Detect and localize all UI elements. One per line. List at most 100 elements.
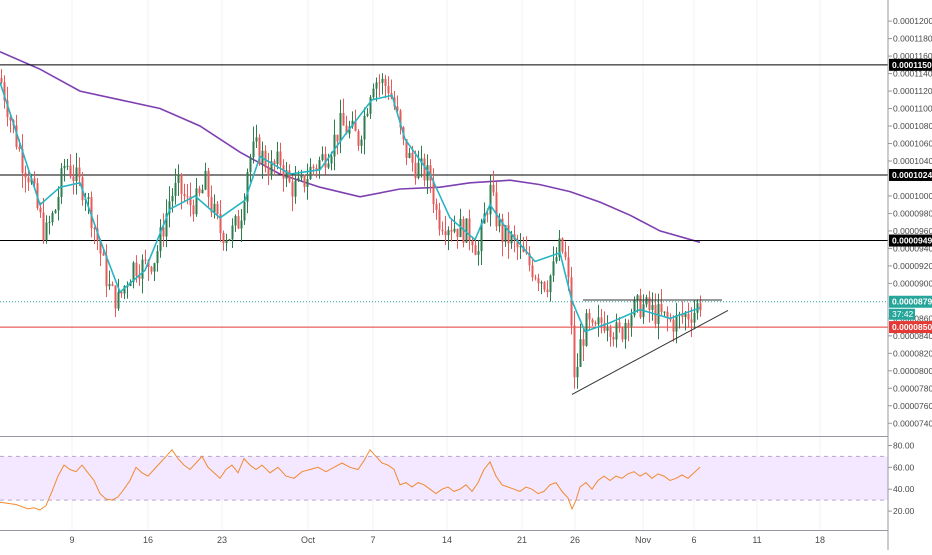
candle-body[interactable] [216,203,219,215]
candle-body[interactable] [249,157,252,173]
candle-body[interactable] [177,174,180,183]
candle-body[interactable] [159,227,162,252]
candle-body[interactable] [372,88,375,98]
candle-body[interactable] [480,223,483,252]
candle-body[interactable] [201,189,204,194]
candle-body[interactable] [681,313,684,318]
candle-body[interactable] [615,322,618,340]
candle-body[interactable] [102,253,105,256]
candle-body[interactable] [564,251,567,258]
candle-body[interactable] [312,166,315,169]
candle-body[interactable] [534,277,537,279]
candle-body[interactable] [255,137,258,142]
candle-body[interactable] [123,286,126,294]
candle-body[interactable] [489,184,492,215]
candle-body[interactable] [594,322,597,325]
candle-body[interactable] [171,195,174,202]
candle-body[interactable] [141,259,144,279]
candle-body[interactable] [27,177,30,183]
candle-body[interactable] [192,205,195,215]
candle-body[interactable] [657,303,660,324]
candle-body[interactable] [87,197,90,200]
candle-body[interactable] [276,151,279,164]
candle-body[interactable] [558,238,561,258]
candle-body[interactable] [600,317,603,323]
candle-body[interactable] [414,162,417,179]
candle-body[interactable] [630,315,633,327]
candle-body[interactable] [387,85,390,94]
candle-body[interactable] [93,228,96,230]
candle-body[interactable] [108,284,111,287]
candle-body[interactable] [342,113,345,126]
candle-body[interactable] [378,82,381,84]
candle-body[interactable] [273,161,276,164]
candle-body[interactable] [39,207,42,213]
candle-body[interactable] [111,284,114,286]
candle-body[interactable] [504,225,507,242]
candle-body[interactable] [531,265,534,278]
candle-body[interactable] [207,170,210,197]
candle-body[interactable] [369,97,372,114]
candle-body[interactable] [282,165,285,179]
candle-body[interactable] [477,251,480,255]
candle-body[interactable] [135,262,138,277]
candle-body[interactable] [411,152,414,163]
rsi-line[interactable] [0,448,701,511]
candle-body[interactable] [381,78,384,83]
candle-body[interactable] [633,299,636,316]
candle-body[interactable] [222,233,225,244]
candle-body[interactable] [321,154,324,161]
candle-body[interactable] [645,297,648,305]
candle-body[interactable] [198,188,201,194]
candle-body[interactable] [636,295,639,300]
candle-body[interactable] [219,214,222,234]
candle-body[interactable] [351,120,354,127]
candle-body[interactable] [540,282,543,284]
candle-body[interactable] [507,225,510,244]
candle-body[interactable] [306,178,309,187]
candle-body[interactable] [240,220,243,229]
candle-body[interactable] [576,366,579,378]
candle-body[interactable] [588,313,591,320]
candle-body[interactable] [609,327,612,338]
candle-body[interactable] [228,239,231,241]
candle-body[interactable] [21,148,24,173]
candle-body[interactable] [45,222,48,241]
triangle-support-line[interactable] [571,310,729,395]
candle-body[interactable] [510,234,513,244]
candle-body[interactable] [54,210,57,213]
candle-body[interactable] [465,218,468,243]
candle-body[interactable] [246,172,249,202]
candle-body[interactable] [279,151,282,166]
candle-body[interactable] [396,106,399,111]
candle-body[interactable] [423,158,426,181]
candle-body[interactable] [180,174,183,195]
candle-body[interactable] [144,259,147,261]
ema-line[interactable] [0,82,701,333]
candle-body[interactable] [591,319,594,323]
candle-body[interactable] [114,285,117,309]
candle-body[interactable] [204,170,207,190]
candle-body[interactable] [612,337,615,340]
candle-body[interactable] [687,313,690,320]
candle-body[interactable] [528,253,531,266]
candle-body[interactable] [693,312,696,323]
candle-body[interactable] [468,218,471,241]
candle-body[interactable] [363,115,366,140]
candle-body[interactable] [639,295,642,318]
candle-body[interactable] [675,315,678,332]
candle-body[interactable] [519,246,522,248]
candle-body[interactable] [432,180,435,204]
candle-body[interactable] [189,196,192,206]
candle-body[interactable] [549,275,552,293]
candle-body[interactable] [153,263,156,272]
candle-body[interactable] [375,82,378,89]
candle-body[interactable] [546,289,549,293]
candle-body[interactable] [294,180,297,197]
candle-body[interactable] [225,240,228,244]
candle-body[interactable] [417,162,420,179]
candle-body[interactable] [399,110,402,128]
candle-body[interactable] [456,228,459,238]
candle-body[interactable] [6,100,9,118]
candle-body[interactable] [648,297,651,310]
